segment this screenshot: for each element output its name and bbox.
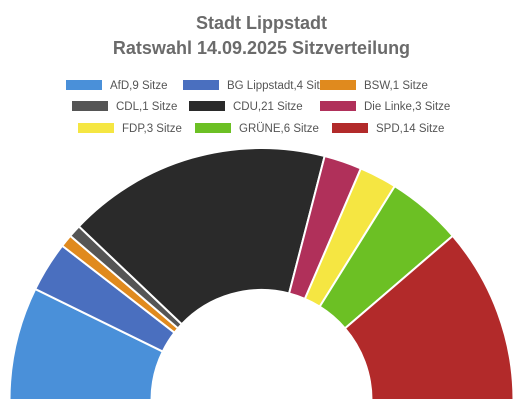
seat-slices bbox=[8, 147, 515, 401]
legend-swatch-spd bbox=[332, 123, 368, 133]
legend-swatch-cdl bbox=[72, 101, 108, 111]
legend-item-cdl[interactable]: CDL,1 Sitze bbox=[72, 101, 177, 113]
legend-swatch-fdp bbox=[78, 123, 114, 133]
legend-item-fdp[interactable]: FDP,3 Sitze bbox=[78, 123, 182, 135]
legend: AfD,9 Sitze BG Lippstadt,4 Sitze BSW,1 Sit… bbox=[66, 80, 450, 135]
legend-item-bsw[interactable]: BSW,1 Sitze bbox=[320, 80, 428, 92]
legend-swatch-afd bbox=[66, 80, 102, 90]
legend-label-bsw: BSW,1 Sitze bbox=[364, 80, 428, 92]
legend-label-bg-lippstadt: BG Lippstadt,4 Sitze bbox=[227, 80, 332, 92]
legend-item-die-linke[interactable]: Die Linke,3 Sitze bbox=[320, 101, 450, 113]
legend-label-die-linke: Die Linke,3 Sitze bbox=[364, 101, 450, 113]
legend-label-cdl: CDL,1 Sitze bbox=[116, 101, 177, 113]
legend-item-grune[interactable]: GRÜNE,6 Sitze bbox=[195, 123, 319, 135]
legend-swatch-bg-lippstadt bbox=[183, 80, 219, 90]
legend-label-cdu: CDU,21 Sitze bbox=[233, 101, 303, 113]
slice-spd[interactable] bbox=[343, 234, 515, 401]
chart-title-line-2: Ratswahl 14.09.2025 Sitzverteilung bbox=[113, 38, 410, 58]
legend-label-spd: SPD,14 Sitze bbox=[376, 123, 444, 135]
legend-label-fdp: FDP,3 Sitze bbox=[122, 123, 182, 135]
legend-swatch-cdu bbox=[189, 101, 225, 111]
legend-item-spd[interactable]: SPD,14 Sitze bbox=[332, 123, 444, 135]
slice-cdu[interactable] bbox=[77, 147, 326, 326]
legend-swatch-grune bbox=[195, 123, 231, 133]
legend-label-afd: AfD,9 Sitze bbox=[110, 80, 168, 92]
legend-swatch-bsw bbox=[320, 80, 356, 90]
legend-item-afd[interactable]: AfD,9 Sitze bbox=[66, 80, 168, 92]
legend-item-cdu[interactable]: CDU,21 Sitze bbox=[189, 101, 303, 113]
legend-item-bg-lippstadt[interactable]: BG Lippstadt,4 Sitze bbox=[183, 80, 332, 92]
chart-title-line-1: Stadt Lippstadt bbox=[196, 13, 327, 33]
legend-swatch-die-linke bbox=[320, 101, 356, 111]
legend-label-grune: GRÜNE,6 Sitze bbox=[239, 123, 319, 135]
